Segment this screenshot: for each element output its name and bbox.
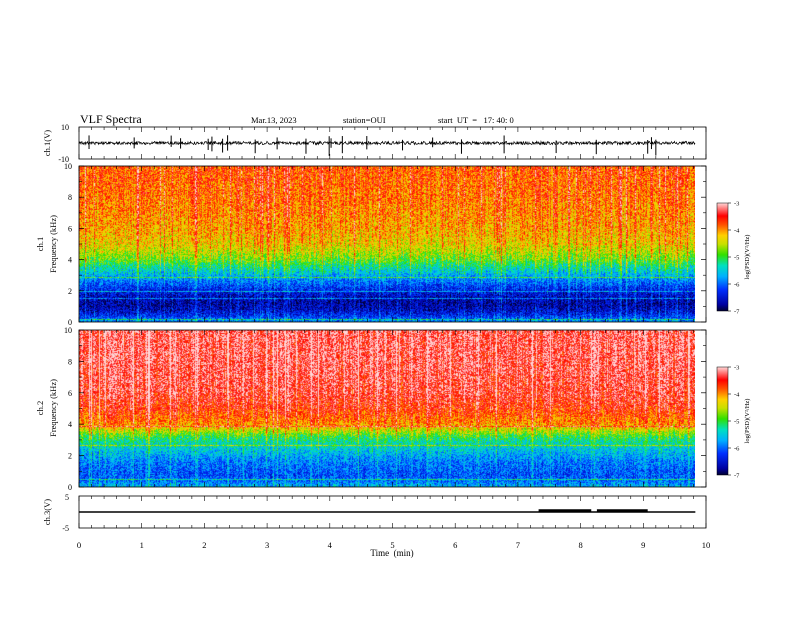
ch3-ylabel: ch.3(V) bbox=[42, 499, 52, 525]
time-axis-label: Time (min) bbox=[370, 548, 413, 558]
cb1-ticks-label-4: -7 bbox=[734, 309, 740, 316]
time-tick-label-3: 3 bbox=[265, 540, 269, 550]
ch1-waveform-panel: ch.1(V) 10 -10 bbox=[42, 123, 707, 164]
ch2-freq-ticks: 0 2 4 6 8 10 bbox=[64, 326, 706, 492]
spec2-raster bbox=[79, 330, 695, 487]
spec2-yticks-label-4: 8 bbox=[68, 357, 72, 366]
date-label: Mar.13, 2023 bbox=[251, 115, 297, 125]
time-tick-label-7: 7 bbox=[516, 540, 520, 550]
cb1-ticks-label-3: -6 bbox=[734, 282, 740, 289]
time-tick-label-6: 6 bbox=[453, 540, 457, 550]
ch3-time-ticks bbox=[78, 496, 707, 528]
ch1-ylabel: ch.1(V) bbox=[42, 130, 52, 156]
cb1-ticks-label-0: -3 bbox=[734, 201, 739, 208]
ch1-waveform-trace bbox=[78, 135, 696, 156]
ch1-colorbar-ticks: -3 -4 -5 -6 -7 bbox=[728, 201, 740, 316]
spec1-yticks-label-1: 2 bbox=[68, 287, 72, 296]
start-time-label: start UT = 17: 40: 0 bbox=[438, 115, 514, 125]
ch1-ytick-top: 10 bbox=[61, 123, 69, 132]
figure-title: VLF Spectra bbox=[80, 112, 142, 126]
spec2-yticks-label-1: 2 bbox=[68, 452, 72, 461]
spec1-raster bbox=[79, 166, 695, 322]
spec1-yticks-label-2: 4 bbox=[68, 256, 72, 265]
spec1-yticks-label-5: 10 bbox=[64, 162, 72, 171]
ch3-ytick-top: 5 bbox=[65, 493, 69, 502]
ch1-trace-path bbox=[78, 140, 696, 146]
ch2-colorbar bbox=[716, 366, 729, 476]
spec1-yticks-label-4: 8 bbox=[68, 193, 72, 202]
spec1-yticks-label-0: 0 bbox=[68, 318, 72, 327]
ch2-colorbar-label: log(PSD)(V²/Hz) bbox=[744, 399, 751, 444]
ch1-ytick-bottom: -10 bbox=[58, 155, 69, 164]
spec2-yticks-label-2: 4 bbox=[68, 420, 72, 429]
spec1-yticks-label-3: 6 bbox=[68, 224, 72, 233]
time-tick-label-0: 0 bbox=[77, 540, 81, 550]
cb1-ticks-label-2: -5 bbox=[734, 255, 739, 262]
ch2-spectrogram-time-ticks bbox=[78, 330, 707, 487]
ch1-channel-label: ch.1 bbox=[35, 237, 45, 251]
ch1-colorbar bbox=[716, 202, 729, 312]
ch2-colorbar-ticks: -3 -4 -5 -6 -7 bbox=[728, 365, 740, 480]
ch1-colorbar-label: log(PSD)(V²/Hz) bbox=[744, 235, 751, 280]
ch1-spectrogram-time-ticks bbox=[78, 166, 707, 322]
spec2-yticks-label-5: 10 bbox=[64, 326, 72, 335]
cb2-ticks-label-2: -5 bbox=[734, 419, 739, 426]
cb2-ticks-label-0: -3 bbox=[734, 365, 739, 372]
time-tick-label-5: 5 bbox=[390, 540, 394, 550]
ch2-spectrogram-image bbox=[79, 330, 695, 487]
time-tick-label-9: 9 bbox=[641, 540, 645, 550]
ch2-freq-label: Frequency (kHz) bbox=[48, 379, 58, 437]
ch2-channel-label: ch.2 bbox=[35, 401, 45, 415]
ch3-waveform-panel: ch.3(V) 5 -5 bbox=[42, 493, 707, 533]
ch1-time-ticks bbox=[78, 127, 707, 159]
cb2-ticks-label-3: -6 bbox=[734, 446, 740, 453]
ch1-freq-label: Frequency (kHz) bbox=[48, 215, 58, 273]
ch1-spectrogram-image bbox=[79, 166, 695, 322]
ch3-waveform-trace bbox=[79, 509, 696, 513]
cb2-ticks-label-1: -4 bbox=[734, 392, 740, 399]
time-tick-label-10: 10 bbox=[702, 540, 711, 550]
cb2-ticks-label-4: -7 bbox=[734, 473, 740, 480]
time-tick-label-4: 4 bbox=[328, 540, 333, 550]
station-label: station=OUI bbox=[343, 115, 386, 125]
time-axis-tick-labels: 0 1 2 3 4 5 6 7 8 9 10 bbox=[77, 540, 710, 550]
ch1-freq-ticks: 0 2 4 6 8 10 bbox=[64, 162, 706, 327]
time-tick-label-1: 1 bbox=[140, 540, 144, 550]
ch3-ytick-bottom: -5 bbox=[62, 524, 69, 533]
time-tick-label-2: 2 bbox=[202, 540, 206, 550]
spec2-yticks-label-0: 0 bbox=[68, 483, 72, 492]
cb1-ticks-label-1: -4 bbox=[734, 228, 740, 235]
spec2-yticks-label-3: 6 bbox=[68, 389, 72, 398]
time-tick-label-8: 8 bbox=[578, 540, 582, 550]
